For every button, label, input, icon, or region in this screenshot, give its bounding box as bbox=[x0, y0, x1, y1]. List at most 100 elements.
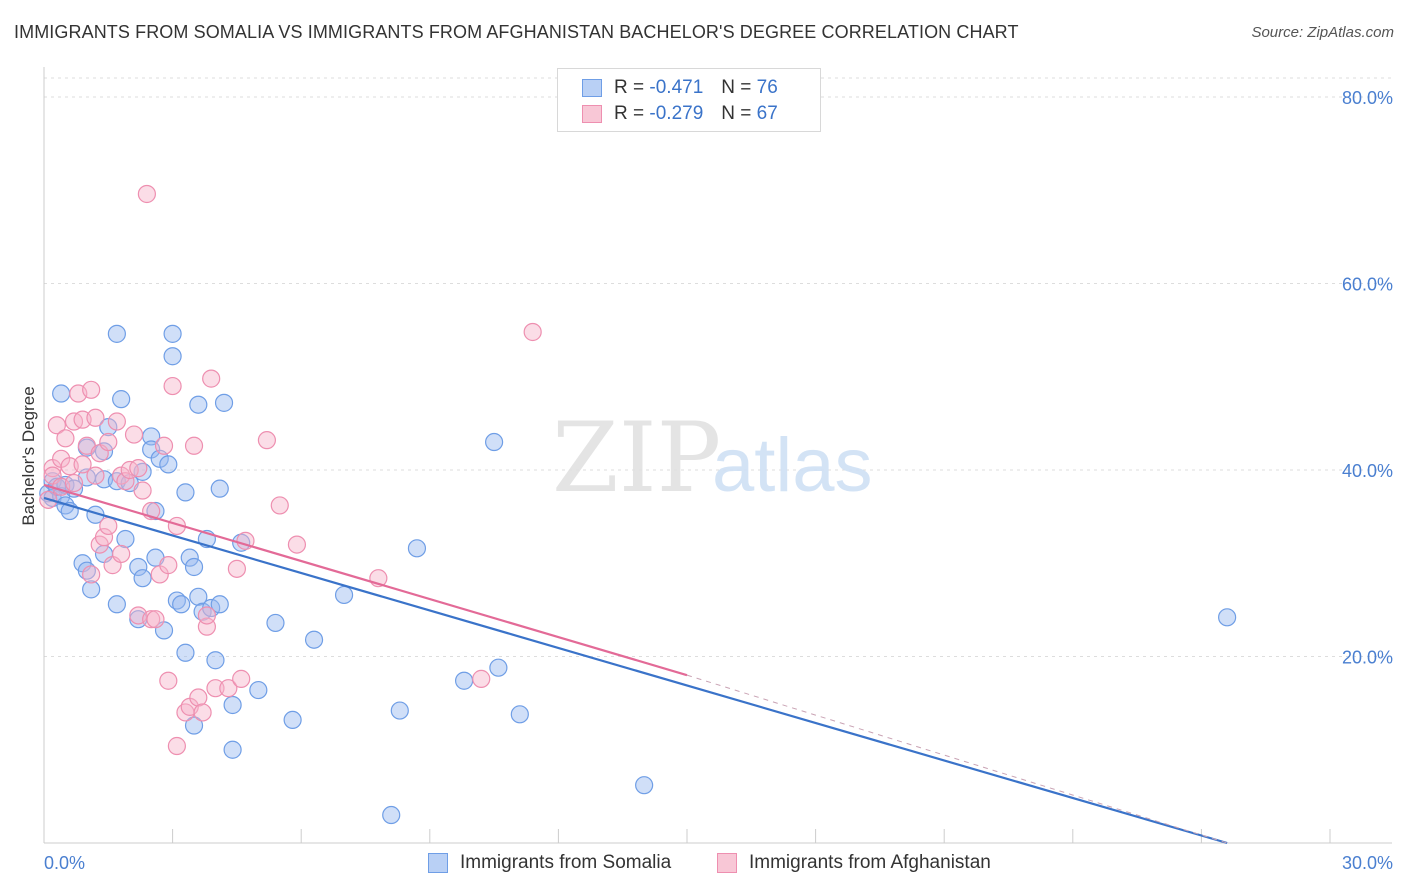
point-somalia bbox=[510, 705, 529, 724]
point-afghanistan bbox=[184, 436, 204, 455]
point-afghanistan bbox=[206, 679, 225, 698]
legend-swatch-somalia bbox=[582, 79, 602, 97]
point-afghanistan bbox=[116, 472, 135, 491]
point-somalia bbox=[52, 384, 71, 403]
point-somalia bbox=[159, 455, 178, 474]
point-afghanistan bbox=[163, 376, 182, 396]
point-somalia bbox=[163, 347, 182, 366]
point-afghanistan bbox=[232, 669, 251, 688]
point-somalia bbox=[485, 432, 504, 452]
y-tick-label: 60.0% bbox=[1342, 275, 1393, 295]
legend-row-afghanistan: R = -0.279 N = 67 bbox=[582, 101, 778, 127]
point-afghanistan bbox=[129, 459, 148, 478]
point-somalia bbox=[489, 658, 508, 677]
legend-swatch-afghanistan bbox=[582, 105, 602, 123]
point-afghanistan bbox=[154, 436, 174, 455]
point-somalia bbox=[283, 710, 302, 730]
correlation-legend: R = -0.471 N = 76 R = -0.279 N = 67 bbox=[557, 68, 821, 132]
point-afghanistan bbox=[287, 535, 307, 554]
point-afghanistan bbox=[64, 473, 84, 493]
point-somalia bbox=[1218, 608, 1237, 627]
point-afghanistan bbox=[137, 184, 156, 204]
point-somalia bbox=[180, 548, 199, 567]
point-somalia bbox=[133, 569, 152, 588]
point-afghanistan bbox=[197, 606, 216, 625]
chart-title: IMMIGRANTS FROM SOMALIA VS IMMIGRANTS FR… bbox=[14, 22, 1019, 42]
point-afghanistan bbox=[86, 408, 105, 427]
legend-item-afghanistan: Immigrants from Afghanistan bbox=[717, 852, 991, 874]
watermark-zip: ZIP bbox=[552, 402, 721, 514]
point-somalia bbox=[223, 740, 242, 759]
point-somalia bbox=[82, 580, 101, 599]
point-somalia bbox=[189, 587, 208, 606]
legend-n-value-afghanistan: 67 bbox=[756, 103, 778, 124]
point-afghanistan bbox=[82, 565, 101, 584]
trend-lines bbox=[43, 483, 1228, 845]
legend-n-value-somalia: 76 bbox=[756, 77, 778, 98]
trend-line-afghanistan bbox=[43, 483, 688, 677]
point-somalia bbox=[249, 680, 268, 700]
source-credit: Source: ZipAtlas.com bbox=[1251, 24, 1394, 41]
point-afghanistan bbox=[193, 703, 212, 722]
point-afghanistan bbox=[219, 679, 238, 698]
point-afghanistan bbox=[159, 671, 178, 690]
point-afghanistan bbox=[107, 412, 126, 431]
trend-line-somalia bbox=[43, 496, 1228, 845]
point-somalia bbox=[172, 595, 191, 614]
point-somalia bbox=[129, 557, 148, 577]
point-somalia bbox=[184, 557, 204, 577]
series-somalia bbox=[39, 324, 1237, 825]
point-afghanistan bbox=[257, 431, 277, 450]
point-somalia bbox=[266, 613, 285, 633]
point-afghanistan bbox=[146, 610, 165, 629]
point-afghanistan bbox=[189, 688, 208, 707]
legend-n-label: N = bbox=[721, 77, 752, 98]
legend-n-label: N = bbox=[721, 103, 752, 124]
point-afghanistan bbox=[472, 669, 491, 688]
axes bbox=[43, 67, 1392, 844]
legend-r-label: R = bbox=[614, 103, 645, 124]
point-somalia bbox=[146, 501, 165, 521]
trend-line-afghanistan bbox=[686, 674, 1228, 844]
point-afghanistan bbox=[112, 544, 131, 564]
point-afghanistan bbox=[94, 528, 114, 547]
point-afghanistan bbox=[133, 481, 152, 500]
watermark: ZIP atlas bbox=[552, 402, 873, 514]
legend-r-value-afghanistan: -0.279 bbox=[649, 103, 704, 124]
point-afghanistan bbox=[99, 516, 118, 536]
point-afghanistan bbox=[47, 416, 66, 435]
point-somalia bbox=[635, 776, 654, 795]
point-afghanistan bbox=[142, 610, 161, 629]
legend-label-somalia: Immigrants from Somalia bbox=[460, 852, 672, 873]
gridlines bbox=[44, 77, 1392, 657]
point-somalia bbox=[407, 539, 427, 558]
point-somalia bbox=[210, 479, 229, 498]
x-tick-label: 30.0% bbox=[1342, 853, 1393, 873]
point-afghanistan bbox=[159, 556, 178, 575]
point-somalia bbox=[334, 585, 354, 605]
y-tick-label: 20.0% bbox=[1342, 648, 1393, 668]
point-afghanistan bbox=[124, 425, 144, 444]
point-afghanistan bbox=[86, 466, 105, 485]
point-somalia bbox=[107, 324, 126, 343]
legend-item-somalia: Immigrants from Somalia bbox=[428, 852, 671, 874]
series-legend: Immigrants from Somalia Immigrants from … bbox=[0, 852, 1406, 878]
legend-swatch-afghanistan bbox=[717, 853, 737, 873]
point-somalia bbox=[210, 595, 229, 614]
watermark-atlas: atlas bbox=[712, 423, 873, 508]
series-afghanistan bbox=[39, 184, 542, 756]
point-somalia bbox=[390, 701, 409, 720]
point-somalia bbox=[454, 671, 474, 690]
legend-label-afghanistan: Immigrants from Afghanistan bbox=[749, 852, 991, 873]
legend-swatch-somalia bbox=[428, 853, 448, 873]
point-somalia bbox=[184, 716, 204, 735]
point-somalia bbox=[223, 695, 242, 715]
point-afghanistan bbox=[73, 455, 92, 474]
point-somalia bbox=[176, 483, 195, 502]
point-somalia bbox=[163, 324, 182, 343]
legend-r-value-somalia: -0.471 bbox=[649, 77, 704, 98]
tick-labels: 20.0% 40.0% 60.0% 80.0% 0.0% 30.0% bbox=[44, 88, 1393, 873]
point-afghanistan bbox=[523, 322, 542, 342]
point-somalia bbox=[214, 393, 234, 412]
